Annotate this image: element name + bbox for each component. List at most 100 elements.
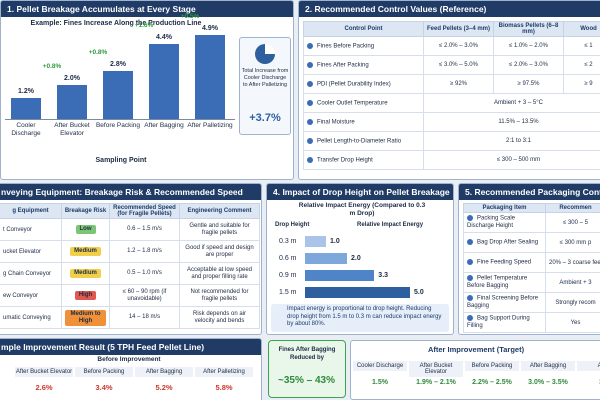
table-row: umatic Conveying Medium to High 14 – 18 m/… xyxy=(0,306,260,329)
risk-badge: High xyxy=(74,291,97,300)
table-cell: ew Conveyor xyxy=(0,284,62,307)
table-row: g Chain Conveyor Medium 0.5 – 1.0 m/s Accep… xyxy=(0,262,260,285)
header-cell: Biomass Pellets (6–8 mm) xyxy=(493,21,564,37)
x-axis-line xyxy=(5,119,235,120)
category-label: After Palletizing xyxy=(187,122,233,129)
table-cell: Medium xyxy=(61,240,110,263)
table-cell: ≤ 2 xyxy=(563,55,600,75)
header-cell: Recommen xyxy=(545,203,600,213)
table-row: Final Screening Before Bagging Strongly r… xyxy=(463,292,600,313)
table-cell: Fines Before Packing xyxy=(303,36,424,56)
table-cell: ≤ 300 – 500 mm xyxy=(423,150,600,170)
subtitle: Relative Impact Energy (Compared to 0.3 … xyxy=(298,202,426,217)
panel-title: 1. Pellet Breakage Accumulates at Every … xyxy=(1,1,293,17)
table-cell: Yes xyxy=(545,312,600,333)
table-cell: ≥ 9 xyxy=(563,74,600,94)
category-label: 0.9 m xyxy=(279,272,297,279)
table-cell: Final Screening Before Bagging xyxy=(463,292,546,313)
note: Impact energy is proportional to drop he… xyxy=(271,304,449,332)
value-label: 3.3 xyxy=(378,272,389,279)
table-cell: Pellet Temperature Before Bagging xyxy=(463,272,546,293)
bar xyxy=(305,253,347,264)
bar xyxy=(11,98,41,119)
increment-label: +0.5% xyxy=(180,13,200,20)
table-cell: 0.5 – 1.0 m/s xyxy=(109,262,180,285)
table-cell: 20% – 3 coarse feed xyxy=(545,252,600,273)
header-cell: Wood xyxy=(563,21,600,37)
table-row: Fines After Packing ≤ 3.0% – 5.0% ≤ 2.0% –… xyxy=(303,55,600,75)
value-label: 1.0 xyxy=(330,238,340,245)
table-cell: ≤ 1 xyxy=(563,36,600,56)
table-row: ucket Elevator Medium 1.2 – 1.8 m/s Good if… xyxy=(0,240,260,263)
table-cell: Packing Scale Discharge Height xyxy=(463,212,546,233)
table-cell: ≤ 300 mm p xyxy=(545,232,600,253)
summary-text: Total Increase from Cooler Discharge to … xyxy=(241,68,289,88)
table-cell: g Chain Conveyor xyxy=(0,262,62,285)
table-cell: Ambient + 3 xyxy=(545,272,600,293)
table-cell: Transfer Drop Height xyxy=(303,150,424,170)
stage-value: 1.9% – 2.1% xyxy=(416,379,456,386)
panel-title: 2. Recommended Control Values (Reference… xyxy=(299,1,600,17)
column-head: Relative Impact Energy xyxy=(357,222,424,228)
table-cell: Bag Drop After Sealing xyxy=(463,232,546,253)
table-cell: Good if speed and design are proper xyxy=(179,240,260,263)
panel-title: mple Improvement Result (5 TPH Feed Pell… xyxy=(0,339,261,355)
value-label: 5.0 xyxy=(414,289,424,296)
table-cell: Ambient + 3 – 5°C xyxy=(423,93,600,113)
panel: After Improvement (Target) Cooler Dischar… xyxy=(350,340,600,400)
table-row: ew Conveyor High ≤ 60 – 90 rpm (if unavoid… xyxy=(0,284,260,307)
result-box: Fines After Bagging Reduced by ~35% – 43% xyxy=(268,340,346,398)
bar xyxy=(57,84,87,119)
bar xyxy=(195,35,225,119)
section-heading: After Improvement (Target) xyxy=(427,345,525,354)
table-cell: Low xyxy=(61,218,110,241)
table-cell: ≤ 2.0% – 3.0% xyxy=(423,36,494,56)
header-row: Control Point Feed Pellets (3–4 mm) Biomas… xyxy=(303,21,600,37)
table-row: t Conveyor Low 0.6 – 1.5 m/s Gentle and sui… xyxy=(0,218,260,241)
category-label: Before Packing xyxy=(95,122,141,129)
panel: 1. Pellet Breakage Accumulates at Every … xyxy=(0,0,294,180)
table-cell: Cooler Outlet Temperature xyxy=(303,93,424,113)
stage-value: 2.6% xyxy=(35,383,53,392)
table-row: Fine Feeding Speed 20% – 3 coarse feed xyxy=(463,252,600,273)
category-label: 0.3 m xyxy=(279,238,297,245)
stage-label: After Bagging xyxy=(521,361,575,371)
table-row: Cooler Outlet Temperature Ambient + 3 – 5… xyxy=(303,93,600,113)
stage-label: After xyxy=(577,361,600,371)
table-cell: Fine Feeding Speed xyxy=(463,252,546,273)
category-label: 0.6 m xyxy=(279,255,297,262)
table-cell: Pellet Length-to-Diameter Ratio xyxy=(303,131,424,151)
risk-badge: Medium xyxy=(70,269,101,278)
header-cell: Packaging Item xyxy=(463,203,546,213)
header-cell: Recommended Speed (for Fragile Pellets) xyxy=(109,203,180,219)
table-cell: 14 – 18 m/s xyxy=(109,306,180,329)
table-cell: 0.6 – 1.5 m/s xyxy=(109,218,180,241)
table-row: Transfer Drop Height ≤ 300 – 500 mm xyxy=(303,150,600,170)
table-cell: ≥ 97.5% xyxy=(493,74,564,94)
value-label: 4.9% xyxy=(202,25,218,32)
risk-badge: Low xyxy=(75,225,96,234)
table-cell: Medium to High xyxy=(61,306,110,329)
table-cell: Final Moisture xyxy=(303,112,424,132)
table-cell: Medium xyxy=(61,262,110,285)
stage-value: 3.3 xyxy=(577,379,600,386)
table-cell: Bag Support During Filling xyxy=(463,312,546,333)
panel: 5. Recommended Packaging Contro Packaging… xyxy=(458,183,600,335)
table-cell: ≤ 1.0% – 2.0% xyxy=(493,36,564,56)
bar xyxy=(305,270,375,281)
subtitle: Example: Fines Increase Along the Produc… xyxy=(30,20,202,27)
stage-label: After Bagging xyxy=(135,367,193,377)
category-label: 1.5 m xyxy=(279,289,297,296)
stage-value: 2.2% – 2.5% xyxy=(472,379,512,386)
category-label: Cooler Discharge xyxy=(11,122,41,137)
stage-value: 1.5% xyxy=(372,379,388,386)
header-row: g Equipment Breakage Risk Recommended Spee… xyxy=(0,203,260,219)
column-head: Drop Height xyxy=(275,222,310,228)
header-cell: Control Point xyxy=(303,21,424,37)
stage-value: 3.0% – 3.5% xyxy=(528,379,568,386)
section-heading: Before Improvement xyxy=(97,356,161,363)
panel-title: 5. Recommended Packaging Contro xyxy=(459,184,600,200)
stage-label: After Bucket Elevator xyxy=(15,367,73,377)
value-label: 1.2% xyxy=(18,88,34,96)
